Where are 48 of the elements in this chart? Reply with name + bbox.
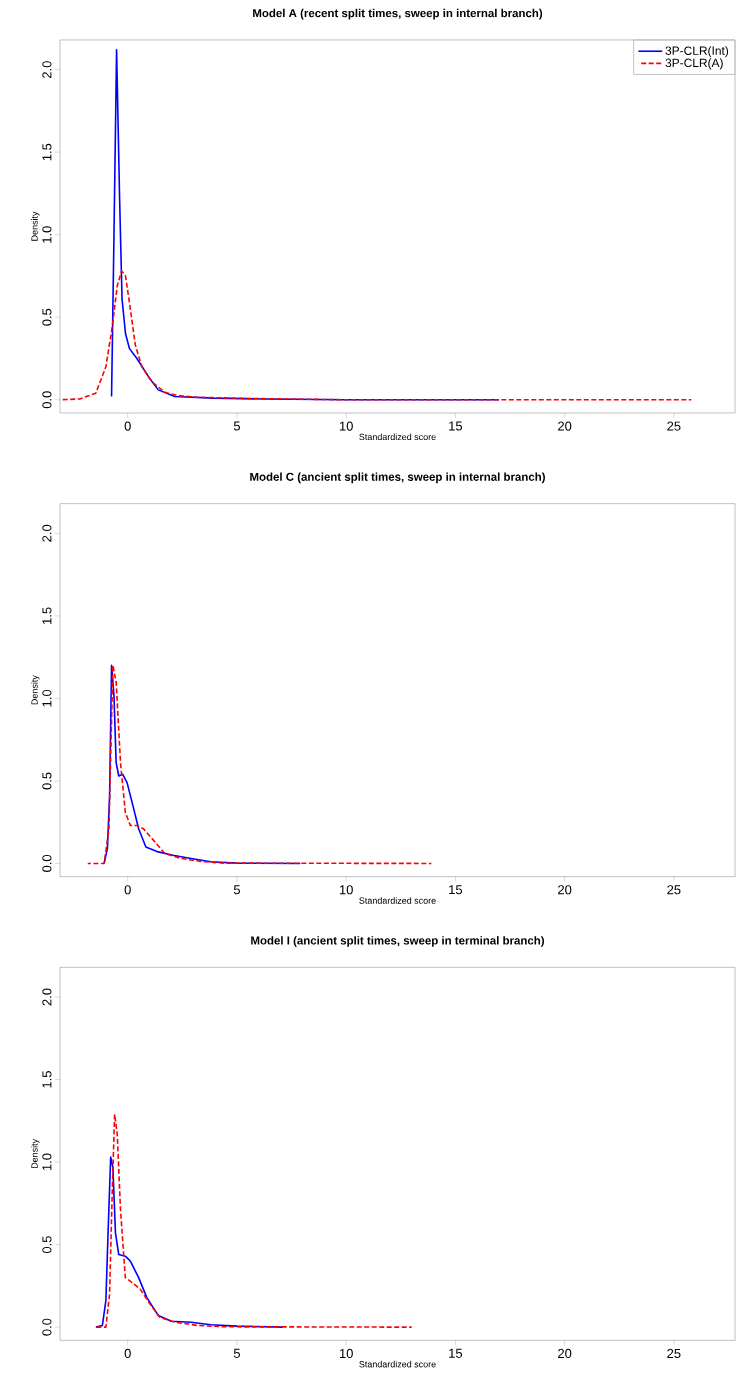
x-tick-label: 10 <box>339 1348 353 1359</box>
y-tick-label: 2.0 <box>42 524 52 542</box>
y-tick-label: 2.0 <box>42 61 52 79</box>
x-tick-label: 15 <box>449 1348 463 1358</box>
x-tick-label: 20 <box>558 1348 572 1359</box>
x-tick-label: 0 <box>124 1348 131 1359</box>
y-tick-label: 0.0 <box>42 391 52 409</box>
x-tick-label: 10 <box>339 421 353 431</box>
x-axis-title: Standardized score <box>359 433 436 441</box>
y-tick-label: 1.5 <box>42 1071 52 1088</box>
x-tick-label: 25 <box>667 421 681 431</box>
x-tick-label: 0 <box>124 885 131 895</box>
y-tick-label: 0.0 <box>42 1318 52 1336</box>
y-tick-label: 2.0 <box>42 988 52 1006</box>
x-tick-label: 10 <box>339 885 353 895</box>
x-tick-label: 20 <box>558 885 572 895</box>
x-axis-title: Standardized score <box>359 897 436 904</box>
x-tick-label: 0 <box>124 421 131 431</box>
line-series <box>86 664 433 865</box>
x-tick-label: 5 <box>233 1348 240 1358</box>
legend-label: 3P-CLR(A) <box>665 58 723 70</box>
chart-title: Model C (ancient split times, sweep in internal branch) <box>250 472 545 484</box>
y-tick-label: 0.0 <box>42 854 52 872</box>
x-tick-label: 25 <box>667 885 681 895</box>
y-tick-label: 0.5 <box>42 772 52 790</box>
x-tick-label: 5 <box>233 421 240 431</box>
x-axis-title: Standardized score <box>359 1360 436 1368</box>
y-tick-label: 1.0 <box>42 226 52 243</box>
x-tick-label: 15 <box>449 885 463 895</box>
x-tick-label: 15 <box>449 421 463 431</box>
y-tick-label: 0.5 <box>42 308 52 326</box>
x-tick-label: 20 <box>558 421 572 431</box>
y-tick-label: 1.5 <box>42 143 52 161</box>
line-series <box>95 1113 413 1328</box>
x-tick-label: 25 <box>667 1348 681 1359</box>
y-axis-title: Density <box>31 675 40 705</box>
x-tick-label: 5 <box>233 885 240 895</box>
chart-title: Model A (recent split times, sweep in internal branch) <box>253 8 543 20</box>
y-tick-label: 1.0 <box>42 689 52 707</box>
line-series <box>60 270 693 401</box>
y-tick-label: 1.5 <box>42 607 52 624</box>
y-tick-label: 0.5 <box>42 1236 52 1254</box>
y-axis-title: Density <box>31 211 40 241</box>
chart-title: Model I (ancient split times, sweep in terminal branch) <box>251 936 545 947</box>
y-axis-title: Density <box>31 1138 40 1169</box>
line-series <box>103 664 302 865</box>
legend-label: 3P-CLR(Int) <box>665 46 729 58</box>
y-tick-label: 1.0 <box>42 1153 52 1171</box>
